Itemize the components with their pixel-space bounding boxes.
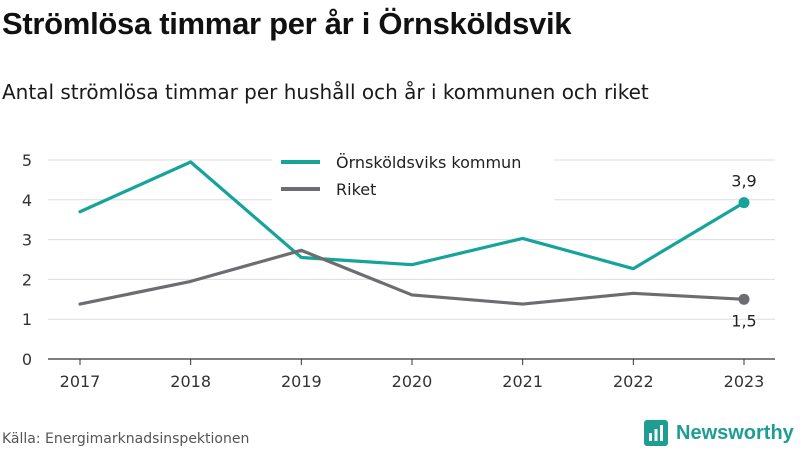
chart-subtitle: Antal strömlösa timmar per hushåll och å… bbox=[2, 80, 649, 104]
data-label-riket: 1,5 bbox=[731, 311, 756, 330]
y-tick-label: 2 bbox=[22, 270, 32, 289]
x-tick-label: 2018 bbox=[170, 372, 211, 391]
series-end-point bbox=[738, 293, 750, 305]
data-label-ornskoldsvik: 3,9 bbox=[731, 172, 756, 191]
x-tick-label: 2019 bbox=[281, 372, 322, 391]
brand-name: Newsworthy bbox=[676, 421, 794, 444]
legend-background bbox=[272, 148, 554, 204]
x-tick-label: 2023 bbox=[724, 372, 765, 391]
y-tick-label: 3 bbox=[22, 231, 32, 250]
x-tick-label: 2017 bbox=[60, 372, 101, 391]
series-line-riket bbox=[78, 248, 746, 306]
x-tick-label: 2021 bbox=[502, 372, 543, 391]
series-end-point bbox=[738, 197, 750, 209]
y-tick-label: 5 bbox=[22, 151, 32, 170]
source-note: Källa: Energimarknadsinspektionen bbox=[2, 431, 250, 447]
x-tick-label: 2020 bbox=[392, 372, 433, 391]
chart-title: Strömlösa timmar per år i Örnsköldsvik bbox=[2, 6, 572, 41]
y-tick-label: 4 bbox=[22, 191, 32, 210]
x-tick-label: 2022 bbox=[613, 372, 654, 391]
series-line-ornskoldsvik bbox=[78, 160, 746, 271]
newsworthy-logo-icon bbox=[644, 420, 668, 446]
newsworthy-logo: Newsworthy bbox=[644, 420, 794, 446]
y-tick-label: 0 bbox=[22, 350, 32, 369]
legend-label: Riket bbox=[336, 180, 376, 199]
y-tick-label: 1 bbox=[22, 310, 32, 329]
legend-label: Örnsköldsviks kommun bbox=[336, 153, 521, 172]
